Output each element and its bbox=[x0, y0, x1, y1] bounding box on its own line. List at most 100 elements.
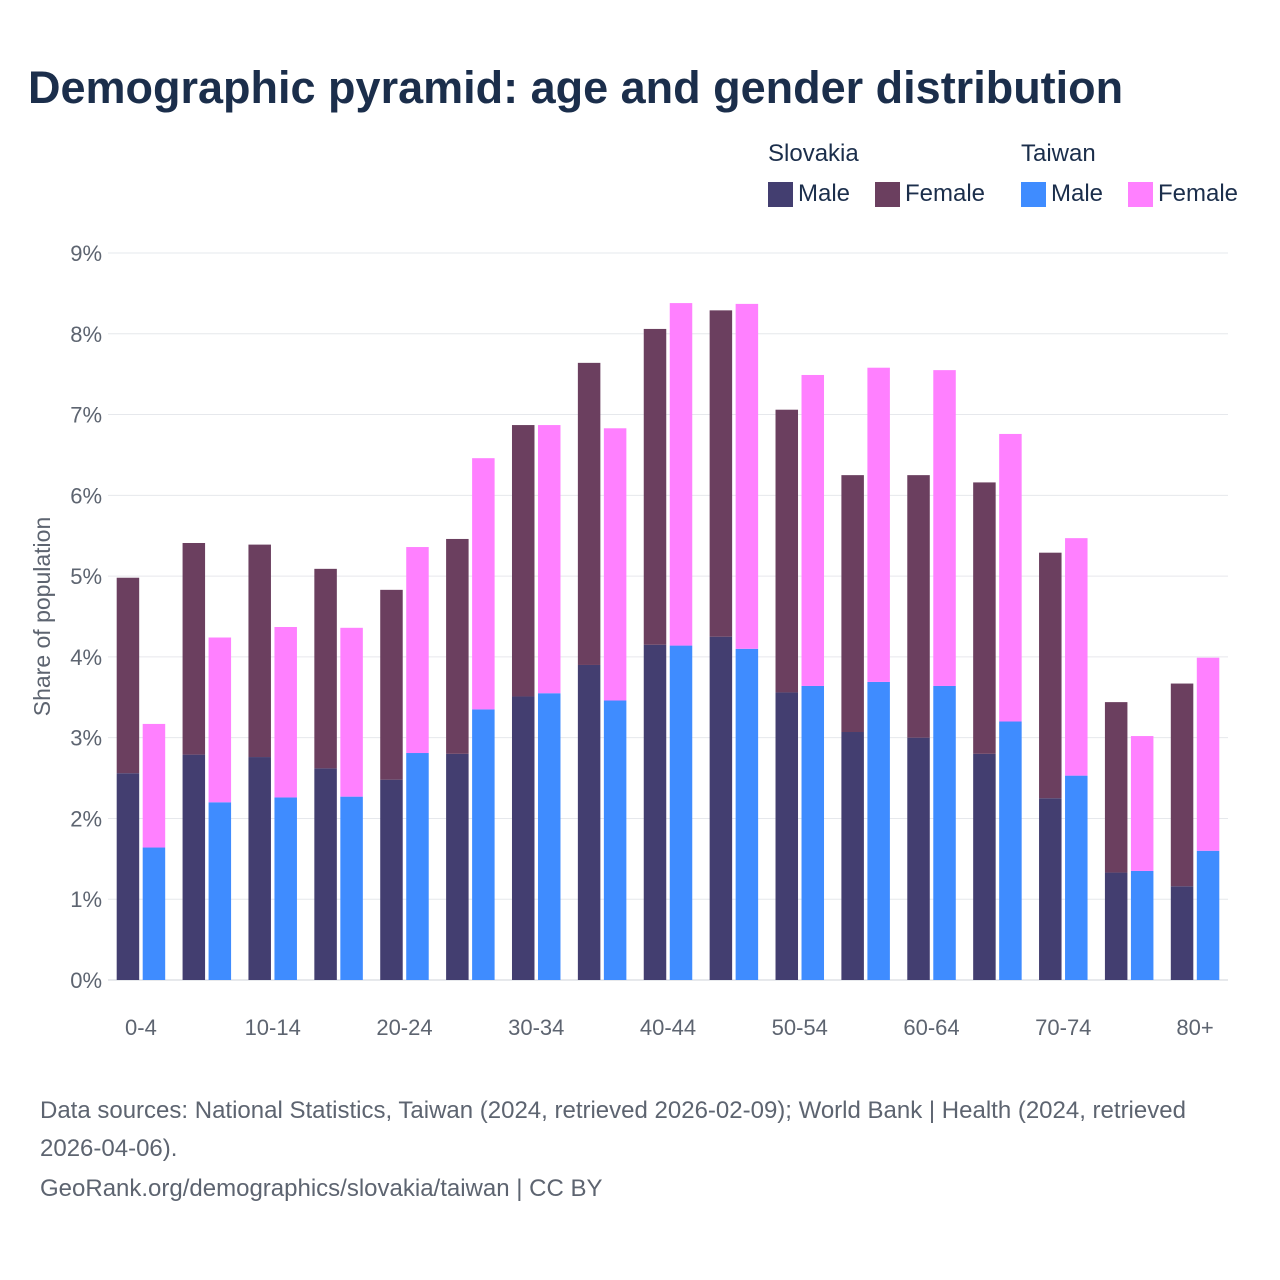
bar-taiwan-male-20-24 bbox=[406, 753, 429, 980]
legend-label: Male bbox=[798, 180, 851, 207]
bar-slovakia-male-25-29 bbox=[446, 753, 469, 980]
bar-slovakia-male-10-14 bbox=[248, 757, 271, 980]
legend-item-slovakia-female[interactable]: Female bbox=[875, 180, 985, 208]
chart-title: Demographic pyramid: age and gender dist… bbox=[28, 62, 1124, 113]
legend-swatch-slovakia-female bbox=[875, 181, 900, 207]
bar-slovakia-male-65-69 bbox=[973, 753, 996, 980]
y-tick-label: 7% bbox=[70, 403, 102, 428]
bar-taiwan-male-40-44 bbox=[669, 645, 693, 980]
bar-slovakia-female-70-74 bbox=[1039, 552, 1062, 799]
bar-slovakia-female-10-14 bbox=[248, 544, 271, 758]
y-tick-label: 1% bbox=[70, 887, 102, 912]
bar-taiwan-female-75-79 bbox=[1130, 736, 1154, 871]
bar-slovakia-female-80+ bbox=[1170, 683, 1194, 887]
bar-taiwan-female-10-14 bbox=[274, 627, 297, 798]
bar-taiwan-female-15-19 bbox=[340, 627, 363, 797]
bar-slovakia-male-80+ bbox=[1170, 886, 1194, 980]
bar-slovakia-female-30-34 bbox=[511, 425, 535, 697]
bar-slovakia-female-45-49 bbox=[709, 310, 733, 637]
y-tick-label: 9% bbox=[70, 241, 102, 266]
attribution: GeoRank.org/demographics/slovakia/taiwan… bbox=[40, 1175, 603, 1202]
bar-taiwan-male-80+ bbox=[1196, 850, 1220, 980]
bar-slovakia-male-40-44 bbox=[643, 644, 667, 980]
y-tick-label: 0% bbox=[70, 968, 102, 993]
x-tick-label: 0-4 bbox=[125, 1015, 157, 1040]
legend-label: Female bbox=[905, 180, 986, 207]
bar-slovakia-female-55-59 bbox=[841, 475, 864, 733]
bar-slovakia-male-5-9 bbox=[182, 754, 206, 980]
bar-taiwan-male-5-9 bbox=[208, 802, 232, 980]
bar-slovakia-male-45-49 bbox=[709, 636, 733, 980]
y-tick-label: 3% bbox=[70, 726, 102, 751]
bar-slovakia-male-60-64 bbox=[907, 737, 930, 980]
legend-item-taiwan-male[interactable]: Male bbox=[1021, 180, 1103, 208]
bar-taiwan-female-0-4 bbox=[142, 723, 166, 848]
bar-taiwan-male-10-14 bbox=[274, 797, 297, 980]
legend-label: Female bbox=[1158, 180, 1239, 207]
bar-slovakia-male-35-39 bbox=[577, 664, 601, 980]
bar-taiwan-male-35-39 bbox=[603, 700, 627, 980]
y-tick-label: 8% bbox=[70, 322, 102, 347]
x-tick-label: 70-74 bbox=[1035, 1015, 1091, 1040]
legend-swatch-taiwan-male bbox=[1021, 181, 1046, 207]
bar-slovakia-female-40-44 bbox=[643, 328, 667, 645]
data-sources: Data sources: National Statistics, Taiwa… bbox=[40, 1097, 1186, 1162]
legend-swatch-taiwan-female bbox=[1128, 181, 1153, 207]
bar-slovakia-female-0-4 bbox=[116, 577, 140, 774]
bar-taiwan-male-50-54 bbox=[801, 685, 825, 980]
bar-slovakia-male-55-59 bbox=[841, 732, 864, 980]
legend-label: Male bbox=[1051, 180, 1104, 207]
bar-taiwan-male-55-59 bbox=[867, 681, 890, 980]
bar-taiwan-male-70-74 bbox=[1065, 775, 1088, 980]
y-tick-label: 6% bbox=[70, 483, 102, 508]
legend-item-slovakia-male[interactable]: Male bbox=[768, 180, 850, 208]
bar-taiwan-female-5-9 bbox=[208, 637, 232, 803]
bar-slovakia-male-20-24 bbox=[380, 779, 403, 980]
y-tick-label: 5% bbox=[70, 564, 102, 589]
bar-taiwan-male-65-69 bbox=[999, 721, 1022, 980]
bar-slovakia-female-25-29 bbox=[446, 538, 469, 754]
bar-taiwan-female-55-59 bbox=[867, 367, 890, 682]
bar-slovakia-male-75-79 bbox=[1104, 872, 1128, 980]
bar-taiwan-female-50-54 bbox=[801, 374, 825, 686]
y-tick-label: 4% bbox=[70, 645, 102, 670]
bar-taiwan-female-60-64 bbox=[933, 370, 956, 686]
bar-taiwan-male-75-79 bbox=[1130, 870, 1154, 980]
bar-slovakia-female-35-39 bbox=[577, 362, 601, 665]
bar-slovakia-male-70-74 bbox=[1039, 798, 1062, 980]
bar-slovakia-female-65-69 bbox=[973, 482, 996, 754]
bar-slovakia-female-20-24 bbox=[380, 589, 403, 780]
chart-plot: 0% 1% 2% 3% 4% 5% 6% 7% 8% 9% Share of population 0… bbox=[29, 241, 1228, 1040]
bar-taiwan-female-25-29 bbox=[472, 458, 495, 710]
bar-taiwan-male-25-29 bbox=[472, 709, 495, 980]
y-tick-label: 2% bbox=[70, 806, 102, 831]
bar-taiwan-male-45-49 bbox=[735, 648, 759, 980]
bar-slovakia-female-50-54 bbox=[775, 409, 799, 693]
bar-taiwan-female-45-49 bbox=[735, 303, 759, 649]
legend-swatch-slovakia-male bbox=[768, 181, 793, 207]
bar-taiwan-male-15-19 bbox=[340, 796, 363, 980]
bar-taiwan-male-30-34 bbox=[537, 693, 561, 980]
x-tick-label: 30-34 bbox=[508, 1015, 564, 1040]
y-axis-title: Share of population bbox=[29, 517, 55, 717]
legend-item-taiwan-female[interactable]: Female bbox=[1128, 180, 1238, 208]
bar-slovakia-female-5-9 bbox=[182, 542, 206, 755]
bar-slovakia-male-0-4 bbox=[116, 773, 140, 980]
bar-slovakia-male-30-34 bbox=[511, 696, 535, 980]
bar-taiwan-female-40-44 bbox=[669, 303, 693, 646]
x-tick-label: 80+ bbox=[1176, 1015, 1213, 1040]
bar-taiwan-female-20-24 bbox=[406, 547, 429, 754]
x-tick-label: 40-44 bbox=[640, 1015, 696, 1040]
bar-taiwan-female-70-74 bbox=[1065, 538, 1088, 776]
bar-taiwan-female-80+ bbox=[1196, 657, 1220, 851]
legend-group-taiwan: Taiwan bbox=[1021, 140, 1096, 167]
x-tick-label: 50-54 bbox=[772, 1015, 828, 1040]
bar-slovakia-male-15-19 bbox=[314, 768, 337, 980]
bar-slovakia-female-15-19 bbox=[314, 568, 337, 769]
x-tick-label: 10-14 bbox=[245, 1015, 301, 1040]
x-tick-label: 20-24 bbox=[376, 1015, 432, 1040]
bar-taiwan-female-30-34 bbox=[537, 425, 561, 694]
bar-slovakia-male-50-54 bbox=[775, 692, 799, 980]
legend-group-slovakia: Slovakia bbox=[768, 140, 859, 167]
bar-slovakia-female-60-64 bbox=[907, 475, 930, 738]
